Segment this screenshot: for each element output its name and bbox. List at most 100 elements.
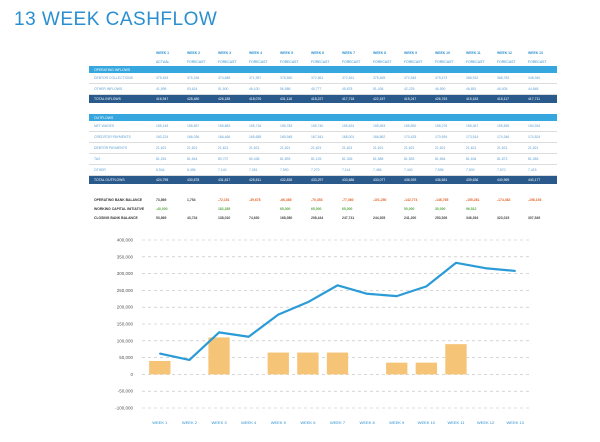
cell: 379,473 — [433, 73, 464, 84]
cell: WEEK 10 — [435, 50, 450, 55]
closing-balance-row: CLOSING BANK BALANCE 53,869 43,734 138,010 7… — [89, 213, 557, 222]
cell: -39,678 — [249, 197, 261, 202]
cell: 81,261 — [154, 153, 185, 165]
row-label: TAX — [89, 153, 154, 165]
x-tick-label: WEEK 9 — [389, 420, 405, 425]
cell: 30,000 — [435, 206, 446, 211]
cell: 375,465 — [371, 73, 402, 84]
type-header-row: ACTUAL FORECAST FORECAST FORECAST FORECAST FO… — [89, 57, 557, 66]
bar — [415, 362, 438, 375]
cell: 155,276 — [433, 121, 464, 132]
cell: 21,621 — [402, 142, 433, 154]
y-tick-label: 0 — [130, 372, 133, 377]
cell: WEEK 12 — [497, 50, 512, 55]
cell: 173,514 — [464, 131, 495, 143]
cell: 432,835 — [278, 175, 309, 184]
cell: 65,000 — [280, 206, 291, 211]
cell: 7,140 — [216, 164, 247, 176]
cell: 182,285 — [218, 206, 231, 211]
cell: 425,511 — [247, 175, 278, 184]
total-outflows-row: TOTAL OUTFLOWS 424,795 430,878 431,817 425,5… — [89, 175, 557, 184]
row-label — [89, 48, 154, 57]
cell — [464, 114, 495, 121]
cell: 7,590 — [278, 164, 309, 176]
line-point — [247, 335, 250, 338]
cashflow-table: WEEK 1 WEEK 2 WEEK 3 WEEK 4 WEEK 5 WEEK 6 WEEK… — [89, 48, 557, 222]
cell: 155,740 — [309, 121, 340, 132]
cell: -40,000 — [156, 206, 168, 211]
cell: 440,177 — [526, 175, 557, 184]
cell: WEEK 8 — [373, 50, 386, 55]
cell: 46,590 — [433, 83, 464, 95]
cell — [309, 66, 340, 73]
x-tick-label: WEEK 6 — [300, 420, 316, 425]
y-tick-label: 400,000 — [117, 238, 134, 243]
inflow-row: DEBTOR COLLECTIONS 375,453 375,156 374,685 3… — [89, 73, 557, 84]
cell: 7,270 — [309, 164, 340, 176]
chart-x-axis: WEEK 1 WEEK 2 WEEK 3 WEEK 4 WEEK 5 WEEK 6 WEEK… — [152, 420, 524, 425]
cell: 81,553 — [402, 153, 433, 165]
cell: -174,482 — [497, 197, 511, 202]
cell: -198,193 — [528, 197, 542, 202]
row-label: OPERATING BANK BALANCE — [94, 197, 143, 202]
cell — [464, 103, 495, 114]
cell: 81,564 — [433, 153, 464, 165]
cell — [340, 184, 371, 195]
cell: 21,621 — [464, 142, 495, 154]
cell: 53,869 — [156, 215, 167, 220]
cell: 417,711 — [526, 94, 557, 103]
cell — [371, 66, 402, 73]
cell: 155,783 — [278, 121, 309, 132]
cashflow-chart: 400,000 350,000 300,000 250,000 200,000 150,0… — [115, 238, 530, 425]
x-tick-label: WEEK 2 — [182, 420, 198, 425]
cell: 65,000 — [342, 206, 353, 211]
cell: 436,929 — [402, 175, 433, 184]
cell — [495, 66, 526, 73]
spacer — [89, 103, 557, 114]
cell — [526, 114, 557, 121]
outflow-row: DEBTOR PAYMENTS 21,621 21,621 21,621 21,621 2… — [89, 142, 557, 154]
cell: 375,156 — [185, 73, 216, 84]
cell — [464, 66, 495, 73]
cell — [247, 66, 278, 73]
x-tick-label: WEEK 12 — [477, 420, 495, 425]
cell: 433,297 — [309, 175, 340, 184]
cell: 7,114 — [340, 164, 371, 176]
week-header-row: WEEK 1 WEEK 2 WEEK 3 WEEK 4 WEEK 5 WEEK 6 WEEK… — [89, 48, 557, 57]
row-label: CREDITOR PAYMENTS — [89, 131, 154, 143]
cell: 372,461 — [340, 73, 371, 84]
cell — [278, 103, 309, 114]
cell: 166,862 — [371, 131, 402, 143]
cell: 21,621 — [216, 142, 247, 154]
cell: FORECAST — [218, 59, 237, 64]
x-tick-label: WEEK 1 — [152, 420, 168, 425]
y-tick-label: -50,000 — [118, 389, 134, 394]
cell: -77,360 — [342, 197, 354, 202]
cell: 424,795 — [154, 175, 185, 184]
cell — [340, 66, 371, 73]
row-label: DEBTOR PAYMENTS — [89, 142, 154, 154]
row-label: TOTAL OUTFLOWS — [89, 175, 154, 184]
cell: -155,281 — [466, 197, 480, 202]
bar — [149, 360, 171, 375]
cell: 7,051 — [247, 164, 278, 176]
cell: WEEK 13 — [528, 50, 543, 55]
cell: WEEK 1 — [156, 50, 169, 55]
x-tick-label: WEEK 7 — [330, 420, 346, 425]
cell: 7,415 — [526, 164, 557, 176]
y-tick-label: 150,000 — [117, 322, 134, 327]
cell: 46,100 — [247, 83, 278, 95]
cell: WEEK 5 — [280, 50, 293, 55]
cell: 430,878 — [185, 175, 216, 184]
cell: 439,636 — [464, 175, 495, 184]
y-tick-label: 50,000 — [119, 355, 133, 360]
cell: 21,621 — [371, 142, 402, 154]
cell — [309, 114, 340, 121]
x-tick-label: WEEK 4 — [241, 420, 257, 425]
cell: 80,707 — [216, 153, 247, 165]
cell: 418,076 — [247, 94, 278, 103]
cell: 51,500 — [216, 83, 247, 95]
y-tick-label: 100,000 — [117, 338, 134, 343]
cell: 50,000 — [404, 206, 415, 211]
cell: 170,594 — [433, 131, 464, 143]
